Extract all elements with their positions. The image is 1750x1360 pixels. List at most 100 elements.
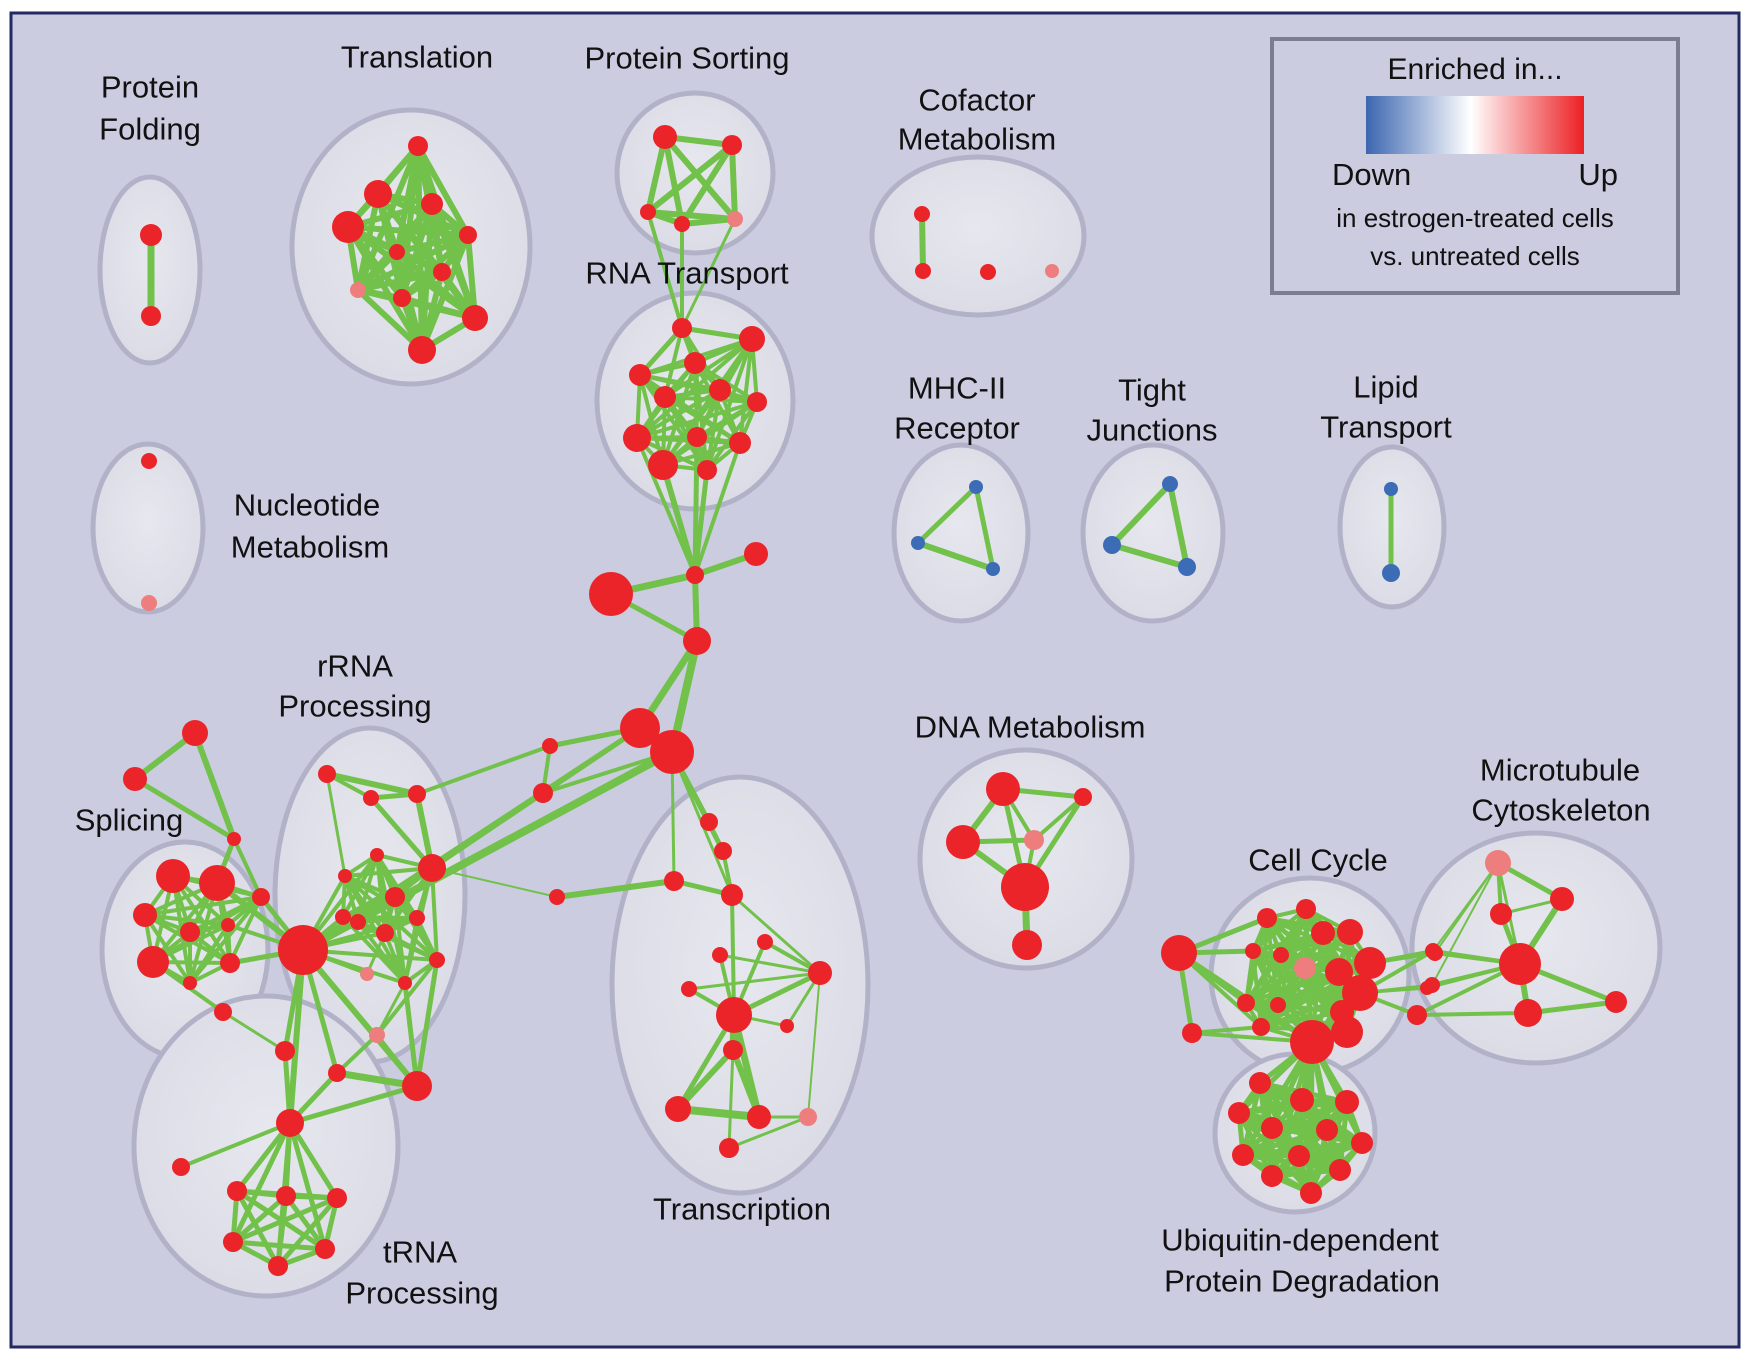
node-cy14 bbox=[1342, 975, 1378, 1011]
legend-down-label: Down bbox=[1332, 157, 1412, 192]
edge bbox=[692, 434, 700, 578]
edge bbox=[807, 972, 821, 1118]
edge bbox=[345, 224, 471, 238]
edge bbox=[727, 1048, 735, 1150]
edge bbox=[230, 1239, 328, 1252]
cluster-label-trna-processing-line1: tRNA bbox=[383, 1235, 457, 1270]
node-rt9 bbox=[687, 427, 707, 447]
edge bbox=[1269, 1167, 1343, 1179]
edge bbox=[663, 395, 709, 472]
cluster-ellipse-cofactor-metabolism bbox=[869, 154, 1087, 318]
node-dm3 bbox=[946, 825, 980, 859]
node-tn5 bbox=[315, 1239, 335, 1259]
node-tx1 bbox=[700, 813, 718, 831]
node-ub3 bbox=[1335, 1090, 1359, 1114]
node-cy17 bbox=[1290, 1020, 1334, 1064]
node-tj3 bbox=[1178, 558, 1196, 576]
node-tx9 bbox=[716, 997, 752, 1033]
node-spt1 bbox=[182, 720, 208, 746]
node-mt2 bbox=[1550, 887, 1574, 911]
node-tx15 bbox=[719, 1138, 739, 1158]
cluster-label-rrna-processing-line2: Processing bbox=[278, 689, 431, 724]
node-rp7 bbox=[385, 887, 405, 907]
node-ps2 bbox=[722, 135, 742, 155]
node-cy1 bbox=[1161, 935, 1197, 971]
node-cy7 bbox=[1273, 947, 1289, 963]
node-cf3 bbox=[980, 264, 996, 280]
edge bbox=[915, 484, 979, 546]
node-rp2 bbox=[363, 790, 379, 806]
cluster-label-ubiquitin-degradation-line1: Ubiquitin-dependent bbox=[1161, 1223, 1439, 1258]
node-tx7 bbox=[808, 961, 832, 985]
node-rt11 bbox=[648, 450, 678, 480]
node-tr4 bbox=[332, 211, 364, 243]
edge bbox=[915, 540, 996, 572]
node-sp6 bbox=[137, 946, 169, 978]
node-rt10 bbox=[729, 432, 751, 454]
edge bbox=[973, 484, 996, 572]
cluster-label-translation-line1: Translation bbox=[341, 40, 493, 75]
node-cc4 bbox=[683, 627, 711, 655]
node-sp5 bbox=[221, 918, 235, 932]
node-ps5 bbox=[727, 211, 743, 227]
edge bbox=[429, 201, 478, 321]
node-sp9 bbox=[214, 1003, 232, 1021]
edge bbox=[554, 878, 677, 900]
node-tr3 bbox=[421, 193, 443, 215]
cluster-label-rrna-processing-line1: rRNA bbox=[317, 649, 393, 684]
legend-subtitle-line1: in estrogen-treated cells bbox=[1336, 203, 1614, 233]
node-tj1 bbox=[1162, 476, 1178, 492]
node-br1 bbox=[542, 738, 558, 754]
node-th bbox=[276, 1109, 304, 1137]
node-tn3 bbox=[327, 1188, 347, 1208]
edge bbox=[335, 1033, 379, 1075]
node-cc2 bbox=[744, 542, 768, 566]
edge bbox=[663, 326, 684, 399]
node-tx14 bbox=[799, 1108, 817, 1126]
cluster-ellipse-mhc-ii-receptor bbox=[891, 442, 1031, 624]
node-cy3 bbox=[1296, 899, 1316, 919]
node-cf1 bbox=[914, 206, 930, 222]
edge bbox=[345, 224, 425, 353]
node-mt6 bbox=[1424, 977, 1440, 993]
cluster-label-lipid-transport-line1: Lipid bbox=[1353, 370, 1419, 405]
node-rp4 bbox=[370, 848, 384, 862]
node-tx11 bbox=[723, 1040, 743, 1060]
edge bbox=[287, 1083, 420, 1126]
edge bbox=[230, 1195, 340, 1245]
edge bbox=[680, 217, 737, 330]
edge bbox=[325, 772, 347, 878]
cluster-label-mhc-ii-receptor-line2: Receptor bbox=[894, 411, 1020, 446]
node-tr9 bbox=[393, 289, 411, 307]
node-ps1 bbox=[653, 125, 677, 149]
edge bbox=[368, 795, 435, 871]
node-tr11 bbox=[408, 336, 436, 364]
edge bbox=[132, 776, 237, 842]
node-tn2 bbox=[276, 1186, 296, 1206]
node-tx6 bbox=[712, 947, 728, 963]
node-ub1 bbox=[1249, 1072, 1271, 1094]
edge bbox=[234, 1120, 293, 1194]
node-mh1 bbox=[969, 480, 983, 494]
node-cy17b bbox=[1331, 1016, 1363, 1048]
node-rp6 bbox=[418, 854, 446, 882]
node-ub11 bbox=[1261, 1165, 1283, 1187]
legend-title: Enriched in... bbox=[1387, 53, 1563, 86]
node-cy15 bbox=[1182, 1023, 1202, 1043]
edge bbox=[727, 1115, 810, 1150]
node-ub9 bbox=[1288, 1145, 1310, 1167]
node-rt5 bbox=[709, 379, 731, 401]
node-mh3 bbox=[986, 562, 1000, 576]
cluster-label-tight-junctions-line1: Tight bbox=[1118, 373, 1186, 408]
node-tr7 bbox=[433, 263, 451, 281]
node-sp1 bbox=[156, 859, 190, 893]
node-rt8 bbox=[623, 424, 651, 452]
node-ub6 bbox=[1316, 1119, 1338, 1141]
cluster-label-cofactor-metabolism-line2: Metabolism bbox=[898, 122, 1057, 157]
node-sp7 bbox=[183, 976, 197, 990]
cluster-label-transcription-line1: Transcription bbox=[653, 1192, 831, 1227]
node-rp5 bbox=[338, 869, 352, 883]
edge bbox=[675, 1012, 737, 1112]
node-cy5 bbox=[1337, 919, 1363, 945]
edge bbox=[300, 947, 420, 1089]
